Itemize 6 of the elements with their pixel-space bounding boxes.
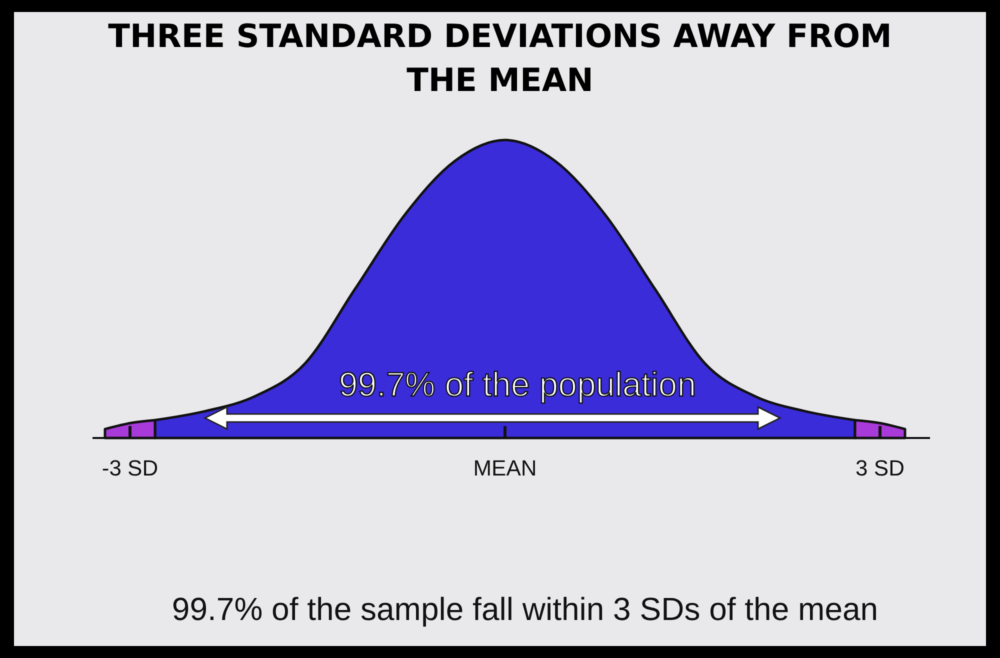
x-tick-label: MEAN [473, 456, 537, 481]
x-tick-label: -3 SD [102, 456, 158, 481]
text: 99.7% of the sample fall within 3 SDs of the mean [172, 591, 878, 627]
chart-title: THREE STANDARD DEVIATIONS AWAY FROM THE MEAN [107, 16, 893, 101]
x-tick-label: 3 SD [856, 456, 904, 481]
annotation: 99.7% of the population [338, 366, 696, 404]
